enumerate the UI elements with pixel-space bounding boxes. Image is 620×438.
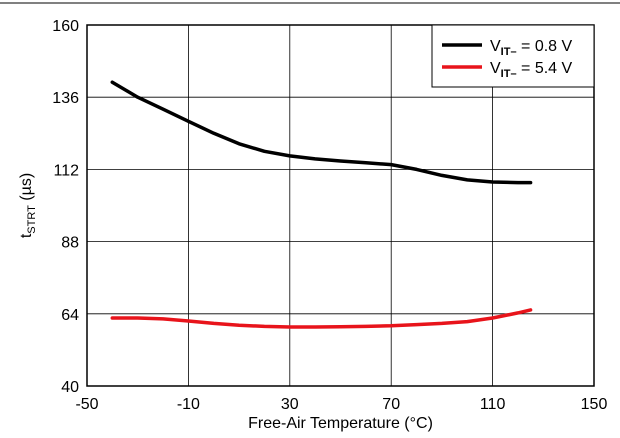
x-tick-label: -10: [177, 396, 200, 413]
legend-label-sub: IT–: [501, 46, 517, 58]
legend-label-sub: IT–: [501, 68, 517, 80]
x-tick-label: 70: [382, 396, 400, 413]
y-tick-label: 112: [53, 162, 79, 179]
x-tick-label: 150: [581, 396, 608, 413]
y-axis-title-unit: (µs): [18, 173, 35, 205]
series-lines: [110, 80, 533, 329]
x-tick-label: 30: [281, 396, 299, 413]
x-tick-label: 110: [480, 396, 506, 413]
grid-lines: [87, 25, 594, 386]
legend-label-main: V: [490, 38, 501, 55]
legend-label-rest: = 5.4 V: [517, 60, 573, 77]
x-axis-title: Free-Air Temperature (°C): [248, 415, 433, 432]
legend-label-main: V: [490, 60, 501, 77]
x-tick-labels: -50 -10 30 70 110 150: [75, 396, 607, 413]
plot-frame: [86, 24, 595, 387]
y-axis-title: tSTRT (µs): [18, 173, 38, 238]
legend-label-2: VIT– = 5.4 V: [490, 60, 573, 80]
legend-label-rest: = 0.8 V: [517, 38, 573, 55]
series-line-2: [110, 308, 533, 329]
y-tick-label: 160: [52, 18, 79, 35]
y-axis-title-sub: STRT: [26, 205, 38, 234]
y-tick-labels: 40 64 88 112 136 160: [52, 18, 79, 396]
y-tick-label: 88: [61, 235, 79, 252]
y-tick-label: 64: [61, 307, 79, 324]
legend-label-1: VIT– = 0.8 V: [490, 38, 573, 58]
y-tick-label: 136: [52, 90, 79, 107]
y-tick-label: 40: [61, 379, 79, 396]
y-axis-title-main: t: [18, 233, 35, 238]
legend-box: [431, 24, 595, 88]
series-line-1: [110, 80, 533, 185]
x-tick-label: -50: [75, 396, 98, 413]
